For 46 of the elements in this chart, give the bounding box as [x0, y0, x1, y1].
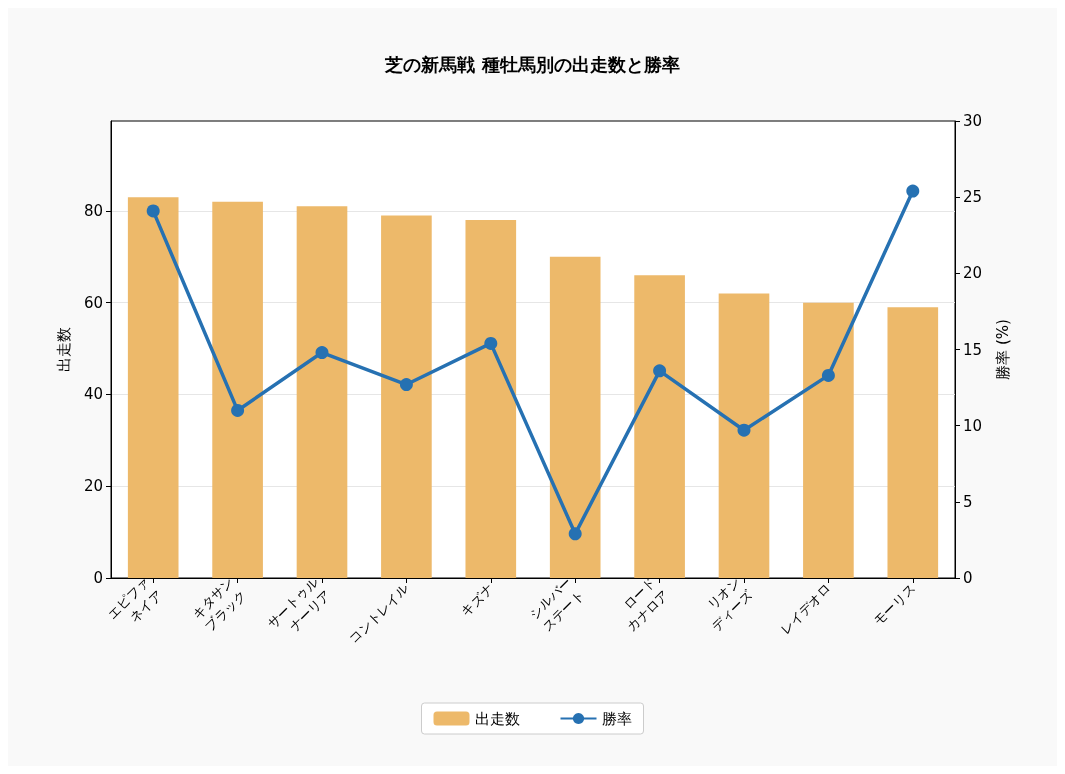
y2-tick-label: 10 — [963, 416, 983, 435]
x-tick-label: シルバー ステート — [526, 574, 587, 635]
bar — [296, 206, 348, 578]
bar — [634, 275, 685, 578]
chart-title: 芝の新馬戦 種牡馬別の出走数と勝率 — [384, 53, 680, 75]
bar — [212, 201, 263, 578]
x-tick-label: キズナ — [457, 580, 497, 619]
legend-label: 勝率 — [601, 709, 632, 728]
y2-tick-label: 0 — [963, 569, 973, 587]
legend-label: 出走数 — [474, 709, 520, 728]
y2-tick-label: 20 — [963, 264, 983, 283]
point — [315, 346, 329, 360]
bar — [887, 307, 939, 578]
y-tick-label: 40 — [83, 385, 103, 404]
point — [484, 336, 498, 350]
point — [737, 423, 751, 437]
x-tick-label: サートゥル ナーリア — [264, 574, 334, 635]
point — [568, 527, 582, 541]
x-tick-label: リオン ディーズ — [704, 574, 757, 635]
y-tick-label: 60 — [83, 293, 103, 312]
x-tick-label: キタサン ブラック — [189, 574, 250, 635]
y2-tick-label: 5 — [963, 492, 973, 511]
y2-axis-title: 勝率 (%) — [993, 319, 1012, 380]
bar — [381, 215, 432, 578]
bar — [549, 256, 601, 578]
x-tick-label: エピファ ネイア — [104, 574, 165, 626]
y2-tick-label: 30 — [963, 112, 983, 130]
point — [399, 378, 413, 392]
point — [146, 204, 160, 218]
y2-tick-label: 15 — [963, 340, 983, 359]
x-tick-label: レイデオロ — [777, 580, 834, 638]
bar — [465, 220, 517, 578]
point — [231, 403, 245, 417]
y-tick-label: 80 — [83, 201, 103, 220]
y-axis-title: 出走数 — [54, 327, 73, 372]
y-tick-label: 0 — [93, 569, 103, 587]
point — [906, 184, 920, 198]
y-tick-label: 20 — [83, 477, 103, 496]
bar — [718, 293, 770, 578]
bar — [127, 197, 179, 578]
x-tick-label: コントレイル — [345, 580, 412, 647]
y2-tick-label: 25 — [963, 188, 983, 207]
bar — [803, 302, 854, 578]
point — [821, 368, 835, 382]
x-tick-label: モーリス — [870, 580, 919, 629]
point — [653, 364, 667, 378]
